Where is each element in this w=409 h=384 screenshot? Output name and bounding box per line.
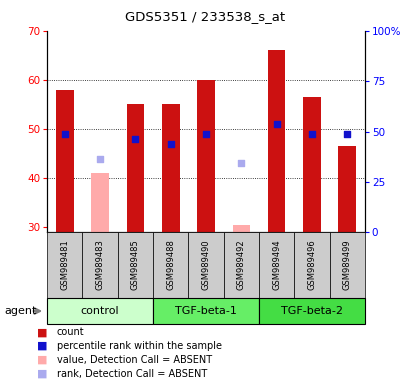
Text: ■: ■ [37, 355, 47, 365]
Text: GSM989481: GSM989481 [60, 240, 69, 290]
Text: ■: ■ [37, 369, 47, 379]
Point [238, 161, 244, 167]
Bar [56, 90, 74, 232]
Text: ■: ■ [37, 341, 47, 351]
Bar [126, 104, 144, 232]
Point [167, 141, 173, 147]
Point [132, 136, 138, 142]
Bar [302, 97, 320, 232]
Text: ■: ■ [37, 327, 47, 337]
Text: GSM989483: GSM989483 [95, 240, 104, 290]
Point [273, 121, 279, 127]
Point [343, 131, 350, 137]
Text: TGF-beta-2: TGF-beta-2 [280, 306, 342, 316]
Point [61, 131, 68, 137]
Bar [232, 225, 249, 232]
Text: TGF-beta-1: TGF-beta-1 [175, 306, 236, 316]
Text: GSM989485: GSM989485 [130, 240, 139, 290]
Bar [162, 104, 179, 232]
Text: value, Detection Call = ABSENT: value, Detection Call = ABSENT [56, 355, 211, 365]
Point [308, 131, 315, 137]
Point [97, 156, 103, 162]
Text: GSM989492: GSM989492 [236, 240, 245, 290]
Bar [337, 146, 355, 232]
Text: GSM989496: GSM989496 [307, 240, 316, 290]
Bar [91, 173, 109, 232]
Text: GSM989490: GSM989490 [201, 240, 210, 290]
Text: GSM989494: GSM989494 [272, 240, 281, 290]
Point [202, 131, 209, 137]
Text: agent: agent [4, 306, 36, 316]
Text: percentile rank within the sample: percentile rank within the sample [56, 341, 221, 351]
Bar [267, 50, 285, 232]
Text: GDS5351 / 233538_s_at: GDS5351 / 233538_s_at [125, 10, 284, 23]
Bar [197, 80, 214, 232]
Text: rank, Detection Call = ABSENT: rank, Detection Call = ABSENT [56, 369, 206, 379]
Text: control: control [81, 306, 119, 316]
Text: GSM989488: GSM989488 [166, 240, 175, 290]
Text: count: count [56, 327, 84, 337]
Text: GSM989499: GSM989499 [342, 240, 351, 290]
